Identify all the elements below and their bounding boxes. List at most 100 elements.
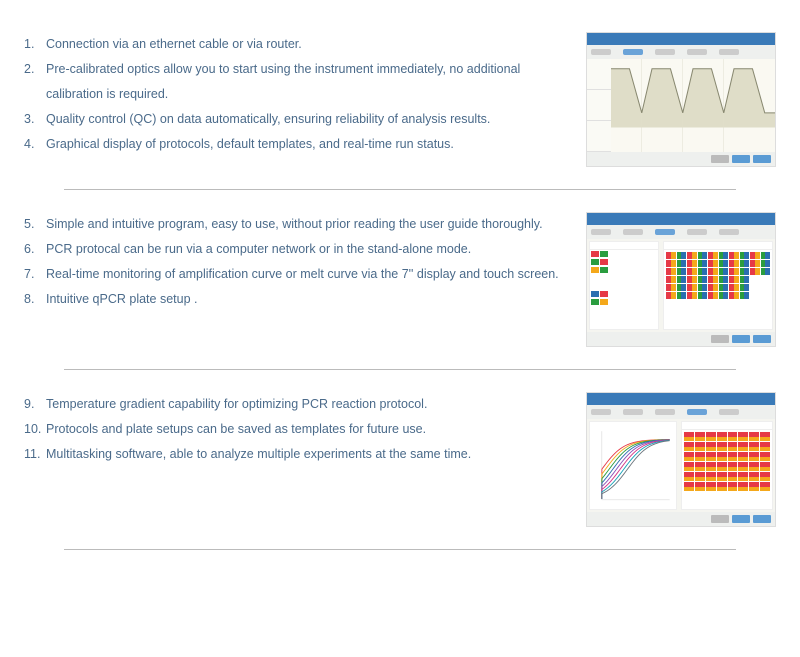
plate-well (698, 276, 708, 283)
plate-well (761, 284, 771, 291)
list-text: Multitasking software, able to analyze m… (46, 442, 566, 467)
thumb-button (711, 335, 729, 343)
plate-well (750, 268, 760, 275)
thumb-tab (687, 229, 707, 235)
plate-well (717, 442, 727, 451)
plate-well (738, 482, 748, 491)
plate-well (706, 442, 716, 451)
list-num: 2. (24, 57, 46, 107)
list-text: Real-time monitoring of amplification cu… (46, 262, 566, 287)
section-divider (64, 549, 736, 550)
target-row (590, 290, 658, 298)
list-text: Pre-calibrated optics allow you to start… (46, 57, 566, 107)
list-num: 4. (24, 132, 46, 157)
plate-well (761, 276, 771, 283)
plate-well (695, 452, 705, 461)
list-item: 5.Simple and intuitive program, easy to … (24, 212, 566, 237)
list-num: 10. (24, 417, 46, 442)
plate-well (728, 452, 738, 461)
plate-well (666, 252, 676, 259)
plate-well (708, 276, 718, 283)
thumb-button (732, 515, 750, 523)
screenshot-analysis (586, 392, 776, 527)
target-row (590, 266, 658, 274)
plate-well (687, 252, 697, 259)
plate-well (706, 472, 716, 481)
thumb-button (711, 515, 729, 523)
plate-well (728, 472, 738, 481)
plate-well (729, 276, 739, 283)
plate-well (728, 462, 738, 471)
plate-well (749, 442, 759, 451)
plate-well (695, 432, 705, 441)
plate-well (708, 260, 718, 267)
plate-grid (663, 241, 773, 330)
list-text: Connection via an ethernet cable or via … (46, 32, 566, 57)
section-divider (64, 369, 736, 370)
target-row (590, 298, 658, 306)
plate-well (761, 268, 771, 275)
protocol-graph (611, 59, 775, 152)
thumb-body (587, 59, 775, 152)
thumb-titlebar (587, 33, 775, 45)
plate-well (708, 284, 718, 291)
plate-well (760, 472, 770, 481)
thumb-button (753, 515, 771, 523)
plate-well (728, 432, 738, 441)
plate-well (750, 252, 760, 259)
thumb-footer (587, 332, 775, 346)
plate-well (687, 292, 697, 299)
plate-well (717, 462, 727, 471)
plate-well (719, 260, 729, 267)
plate-well (729, 268, 739, 275)
thumb-tab (687, 409, 707, 415)
list-num: 1. (24, 32, 46, 57)
list-item: 11.Multitasking software, able to analyz… (24, 442, 566, 467)
target-row (590, 258, 658, 266)
plate-well (677, 252, 687, 259)
plate-well (760, 442, 770, 451)
thumb-tabs (587, 45, 775, 59)
plate-well (706, 452, 716, 461)
thumb-button (753, 155, 771, 163)
thumb-button (711, 155, 729, 163)
plate-well (708, 268, 718, 275)
plate-well (719, 284, 729, 291)
list-text: Simple and intuitive program, easy to us… (46, 212, 566, 237)
thumb-tab (655, 229, 675, 235)
plate-well (738, 452, 748, 461)
plate-well (698, 260, 708, 267)
list-num: 3. (24, 107, 46, 132)
plate-well (719, 252, 729, 259)
plate-well (706, 432, 716, 441)
thumb-tab (719, 49, 739, 55)
plate-well (761, 260, 771, 267)
thumb-tabs (587, 405, 775, 419)
thumb-tab (591, 49, 611, 55)
feature-section-3: 9.Temperature gradient capability for op… (24, 380, 776, 539)
thumb-tabs (587, 225, 775, 239)
plate-well (666, 260, 676, 267)
plate-well (706, 482, 716, 491)
plate-well (740, 292, 750, 299)
list-item: 9.Temperature gradient capability for op… (24, 392, 566, 417)
plate-well (666, 292, 676, 299)
plate-well (719, 268, 729, 275)
feature-list-2: 5.Simple and intuitive program, easy to … (24, 212, 566, 312)
thumb-titlebar (587, 393, 775, 405)
plate-well (740, 260, 750, 267)
plate-well (666, 276, 676, 283)
plate-well (729, 252, 739, 259)
list-item: 10.Protocols and plate setups can be sav… (24, 417, 566, 442)
plate-well (684, 482, 694, 491)
list-item: 7.Real-time monitoring of amplification … (24, 262, 566, 287)
thumb-titlebar (587, 213, 775, 225)
plate-well (740, 276, 750, 283)
plate-well (749, 462, 759, 471)
plate-well (677, 284, 687, 291)
thumb-tab (623, 49, 643, 55)
plate-well (760, 482, 770, 491)
plate-well (738, 432, 748, 441)
plate-well (666, 284, 676, 291)
plate-well (708, 292, 718, 299)
